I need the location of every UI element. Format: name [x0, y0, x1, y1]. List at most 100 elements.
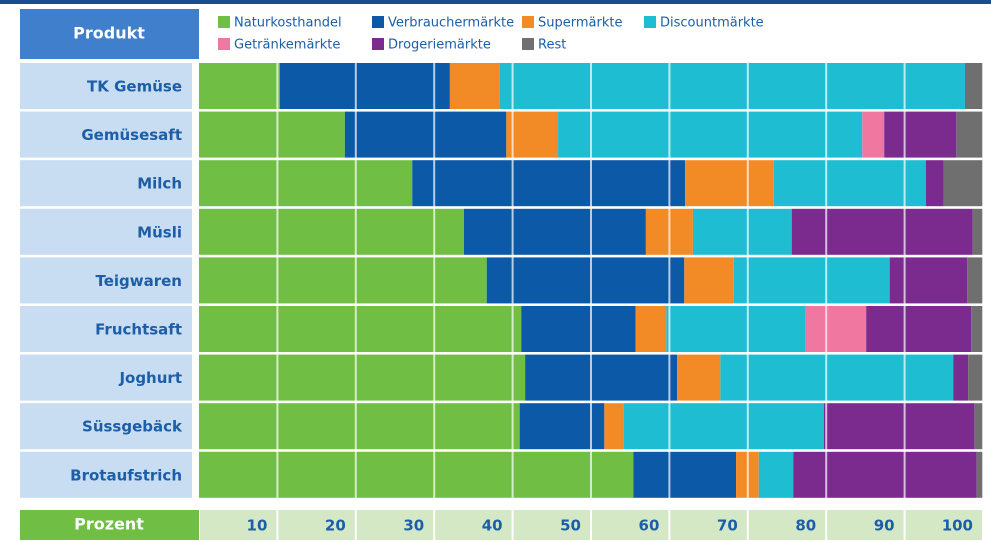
bar-segment	[793, 451, 977, 498]
bar-segment	[976, 451, 983, 498]
category-label: TK Gemüse	[87, 78, 182, 96]
bar-segment	[964, 63, 983, 109]
bar-segment	[633, 451, 737, 498]
bar-segment	[199, 306, 522, 352]
category-label: Teigwaren	[95, 272, 182, 290]
bar-segment	[956, 111, 983, 158]
x-tick-label: 20	[325, 517, 346, 535]
bar-segment	[623, 403, 824, 450]
bar-segment	[558, 111, 863, 158]
category-label: Fruchtsaft	[95, 321, 182, 339]
top-border	[0, 0, 991, 4]
bar-segment	[499, 63, 965, 109]
bar-segment	[486, 257, 685, 304]
bar-segment	[720, 354, 954, 401]
category-label: Joghurt	[118, 369, 182, 387]
bar-segment	[677, 354, 721, 401]
category-label: Milch	[137, 175, 182, 193]
legend-label: Verbrauchermärkte	[388, 16, 514, 31]
bar-segment	[666, 306, 806, 352]
legend-swatch	[522, 38, 534, 50]
bar-segment	[521, 306, 636, 352]
category-label: Müsli	[137, 223, 182, 241]
bar-segment	[199, 403, 520, 450]
tick-cell	[200, 510, 277, 540]
category-header-box	[20, 9, 199, 59]
bar-segment	[199, 160, 413, 207]
category-label: Brotaufstrich	[70, 466, 182, 484]
x-tick-label: 70	[717, 517, 738, 535]
bar-segment	[506, 111, 559, 158]
bar-segment	[199, 257, 487, 304]
category-label: Süssgebäck	[82, 418, 183, 436]
legend-label: Getränkemärkte	[234, 38, 340, 53]
tick-cell	[827, 510, 904, 540]
bar-segment	[279, 63, 450, 109]
legend-swatch	[372, 38, 384, 50]
category-box	[20, 111, 192, 158]
bar-segment	[635, 306, 667, 352]
bar-segment	[884, 111, 957, 158]
bar-segment	[412, 160, 686, 207]
x-tick-label: 50	[560, 517, 581, 535]
bar-segment	[791, 208, 973, 255]
bar-segment	[925, 160, 944, 207]
axis-header-box	[20, 510, 199, 540]
bar-segment	[823, 403, 975, 450]
bar-segment	[449, 63, 500, 109]
tick-cell	[278, 510, 355, 540]
tick-cell	[592, 510, 669, 540]
legend-label: Supermärkte	[538, 16, 622, 31]
category-box	[20, 451, 192, 498]
x-tick-label: 60	[639, 517, 660, 535]
bar-segment	[344, 111, 507, 158]
bar-segment	[758, 451, 794, 498]
bar-segment	[199, 451, 634, 498]
bar-segment	[968, 354, 983, 401]
bar-segment	[463, 208, 646, 255]
legend-label: Discountmärkte	[660, 16, 764, 31]
tick-cell	[513, 510, 590, 540]
bar-segment	[773, 160, 926, 207]
category-label: Gemüsesaft	[81, 126, 182, 144]
bar-segment	[684, 257, 734, 304]
legend-label: Rest	[538, 38, 566, 53]
legend-swatch	[522, 16, 534, 28]
axis-header: Prozent	[74, 515, 144, 534]
tick-cell	[356, 510, 434, 540]
bar-segment	[525, 354, 678, 401]
legend-label: Naturkosthandel	[234, 16, 342, 31]
bar-segment	[967, 257, 983, 304]
bar-segment	[866, 306, 972, 352]
category-header: Produkt	[73, 24, 145, 43]
bar-segment	[692, 208, 792, 255]
bar-segment	[971, 306, 983, 352]
category-box	[20, 208, 192, 255]
x-tick-label: 80	[795, 517, 816, 535]
bar-segment	[972, 208, 983, 255]
bar-segment	[199, 63, 280, 109]
legend-swatch	[218, 16, 230, 28]
legend-label: Drogeriemärkte	[388, 38, 491, 53]
bar-segment	[199, 354, 526, 401]
bar-segment	[889, 257, 968, 304]
legend-swatch	[218, 38, 230, 50]
x-tick-label: 10	[247, 517, 268, 535]
category-box	[20, 354, 192, 401]
x-tick-label: 100	[942, 517, 973, 535]
bar-segment	[953, 354, 969, 401]
tick-cell	[435, 510, 512, 540]
bar-segment	[604, 403, 624, 450]
x-tick-label: 90	[874, 517, 895, 535]
bar-segment	[805, 306, 867, 352]
x-tick-label: 30	[403, 517, 424, 535]
category-box	[20, 403, 192, 450]
bar-segment	[199, 111, 345, 158]
tick-cell	[748, 510, 826, 540]
bar-segment	[974, 403, 983, 450]
bar-segment	[733, 257, 890, 304]
tick-cell	[670, 510, 747, 540]
bar-segment	[862, 111, 885, 158]
x-tick-label: 40	[482, 517, 503, 535]
